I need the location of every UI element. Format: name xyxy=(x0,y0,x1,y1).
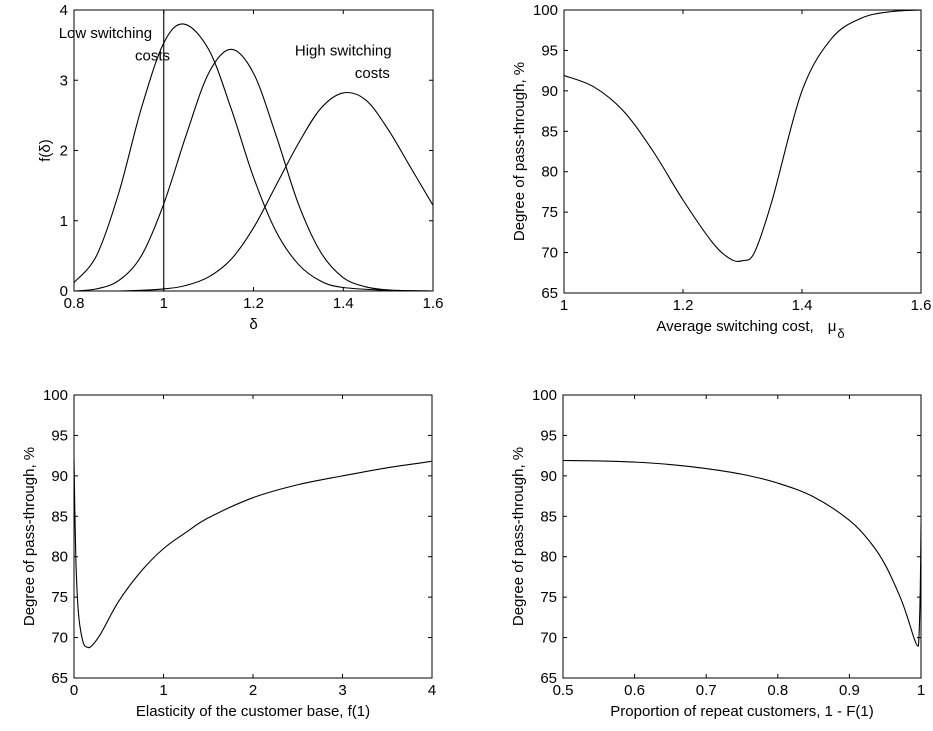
y-tick-label: 70 xyxy=(51,630,68,647)
y-tick-label: 90 xyxy=(540,468,557,485)
x-axis-label-text: Average switching cost, xyxy=(656,318,813,335)
y-axis-label: Degree of pass-through, % xyxy=(511,62,528,241)
y-tick-label: 90 xyxy=(51,468,68,485)
y-tick-label: 85 xyxy=(541,123,558,140)
y-tick-label: 95 xyxy=(51,427,68,444)
series-line-2 xyxy=(74,48,433,291)
series-line-3 xyxy=(74,91,433,291)
series-line-1 xyxy=(74,459,432,649)
x-tick-label: 0 xyxy=(70,682,78,699)
y-tick-label: 80 xyxy=(541,164,558,181)
y-tick-label: 75 xyxy=(541,204,558,221)
annotation-text: High switching xyxy=(295,43,392,60)
y-tick-label: 75 xyxy=(540,589,557,606)
y-tick-label: 100 xyxy=(533,2,558,19)
x-axis-label-symbol: μ xyxy=(828,318,837,335)
axes-frame xyxy=(563,9,922,294)
x-tick-label: 0.9 xyxy=(839,682,860,699)
y-tick-label: 70 xyxy=(541,245,558,262)
x-axis-label: Average switching cost, μδ xyxy=(656,318,844,341)
y-tick-label: 80 xyxy=(540,549,557,566)
x-tick-label: 1.2 xyxy=(243,295,264,312)
y-tick-label: 100 xyxy=(532,387,557,404)
y-tick-label: 70 xyxy=(540,630,557,647)
x-tick-label: 1 xyxy=(160,295,168,312)
y-tick-label: 85 xyxy=(540,508,557,525)
x-tick-label: 1.2 xyxy=(673,297,694,314)
panel-pass-through-vs-switching-cost: 1 1.2 1.4 1.6 65 70 75 80 85 90 95 100 Average switc… xyxy=(511,2,931,341)
annotation-text: costs xyxy=(135,48,170,65)
x-tick-label: 1.6 xyxy=(911,297,932,314)
y-tick-label: 95 xyxy=(540,427,557,444)
panel-pass-through-vs-repeat-customers: 0.5 0.6 0.7 0.8 0.9 1 65 70 75 80 85 90 95 100 Proport… xyxy=(510,387,925,720)
x-tick-label: 0.7 xyxy=(696,682,717,699)
x-tick-label: 1.4 xyxy=(333,295,354,312)
x-tick-label: 4 xyxy=(428,682,436,699)
annotation-text: costs xyxy=(355,65,390,82)
series-line-1 xyxy=(74,23,433,291)
x-tick-label: 0.8 xyxy=(767,682,788,699)
x-tick-label: 2 xyxy=(249,682,257,699)
y-axis-label: Degree of pass-through, % xyxy=(510,447,527,626)
x-tick-label: 0.6 xyxy=(624,682,645,699)
y-tick-label: 85 xyxy=(51,508,68,525)
panel-pass-through-vs-elasticity: 0 1 2 3 4 65 70 75 80 85 90 95 100 Elasticity of the … xyxy=(21,387,436,720)
axes-frame xyxy=(562,394,922,679)
axes-frame xyxy=(73,394,433,679)
x-tick-label: 1.4 xyxy=(792,297,813,314)
x-tick-label: 1 xyxy=(159,682,167,699)
y-tick-label: 1 xyxy=(60,213,68,230)
y-tick-label: 0 xyxy=(60,283,68,300)
x-tick-label: 1 xyxy=(560,297,568,314)
y-tick-label: 4 xyxy=(60,2,68,19)
series-line-1 xyxy=(563,459,921,647)
y-tick-label: 75 xyxy=(51,589,68,606)
y-axis-label: f(δ) xyxy=(37,139,54,162)
x-tick-label: 1.6 xyxy=(423,295,444,312)
x-tick-label: 1 xyxy=(917,682,925,699)
y-tick-label: 65 xyxy=(51,670,68,687)
annotation-text: Low switching xyxy=(59,25,152,42)
x-axis-label: δ xyxy=(249,316,257,333)
x-tick-label: 0.8 xyxy=(64,295,85,312)
x-axis-label: Proportion of repeat customers, 1 - F(1) xyxy=(610,703,873,720)
y-tick-label: 65 xyxy=(541,285,558,302)
y-tick-label: 80 xyxy=(51,549,68,566)
y-tick-label: 2 xyxy=(60,143,68,160)
x-tick-label: 3 xyxy=(338,682,346,699)
y-axis-label: Degree of pass-through, % xyxy=(21,447,38,626)
y-tick-label: 3 xyxy=(60,72,68,89)
x-axis-label: Elasticity of the customer base, f(1) xyxy=(136,703,370,720)
y-tick-label: 90 xyxy=(541,83,558,100)
series-line-1 xyxy=(564,10,921,262)
panel-density-plot: 0.8 1 1.2 1.4 1.6 0 1 2 3 4 δ f(δ) Low switching cost… xyxy=(37,2,443,333)
y-tick-label: 95 xyxy=(541,42,558,59)
x-tick-label: 0.5 xyxy=(553,682,574,699)
y-tick-label: 100 xyxy=(43,387,68,404)
y-tick-label: 65 xyxy=(540,670,557,687)
x-axis-label-subscript: δ xyxy=(837,326,844,341)
